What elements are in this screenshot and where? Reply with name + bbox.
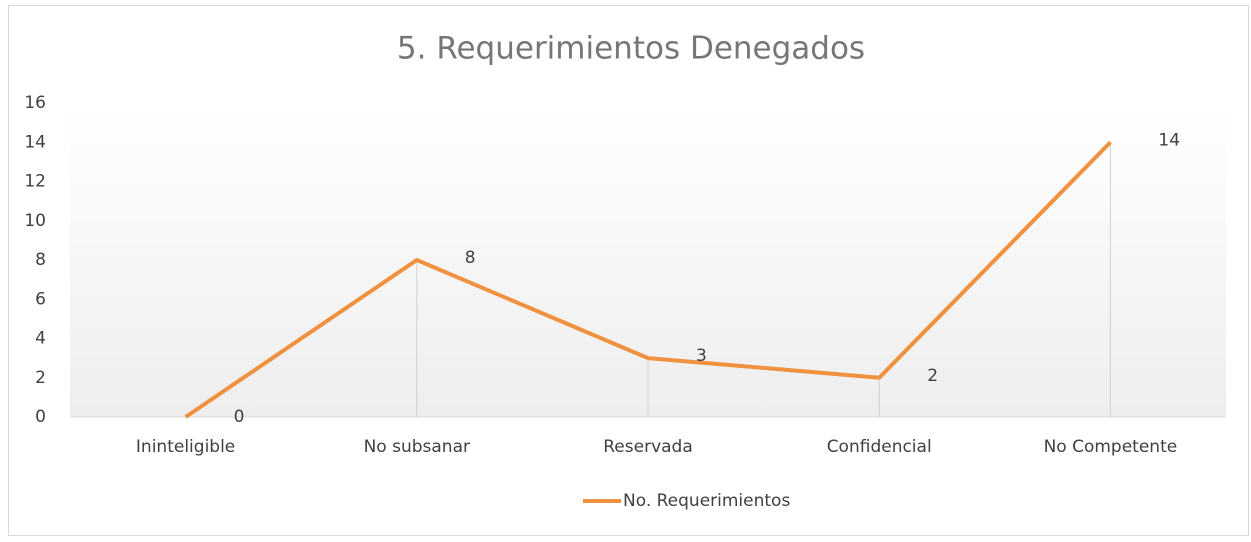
y-tick-label: 16 [24, 93, 46, 113]
x-tick-label: No Competente [1044, 437, 1178, 457]
data-label: 8 [465, 248, 476, 268]
y-tick-label: 4 [35, 329, 46, 349]
y-tick-label: 0 [35, 407, 46, 427]
y-tick-label: 14 [24, 132, 46, 152]
data-label: 3 [696, 346, 707, 366]
x-tick-label: Confidencial [827, 437, 932, 457]
y-tick-label: 12 [24, 172, 46, 192]
data-label: 14 [1158, 130, 1180, 150]
x-tick-label: Reservada [603, 437, 693, 457]
x-tick-label: No subsanar [364, 437, 470, 457]
data-label: 2 [927, 366, 938, 386]
line-series [184, 140, 1112, 419]
y-tick-label: 2 [35, 368, 46, 388]
data-label: 0 [234, 407, 245, 427]
legend-label: No. Requerimientos [623, 491, 790, 511]
y-tick-label: 6 [35, 289, 46, 309]
chart-title: 5. Requerimientos Denegados [397, 31, 865, 67]
y-tick-label: 10 [24, 211, 46, 231]
x-tick-label: Ininteligible [136, 437, 235, 457]
y-tick-label: 8 [35, 250, 46, 270]
